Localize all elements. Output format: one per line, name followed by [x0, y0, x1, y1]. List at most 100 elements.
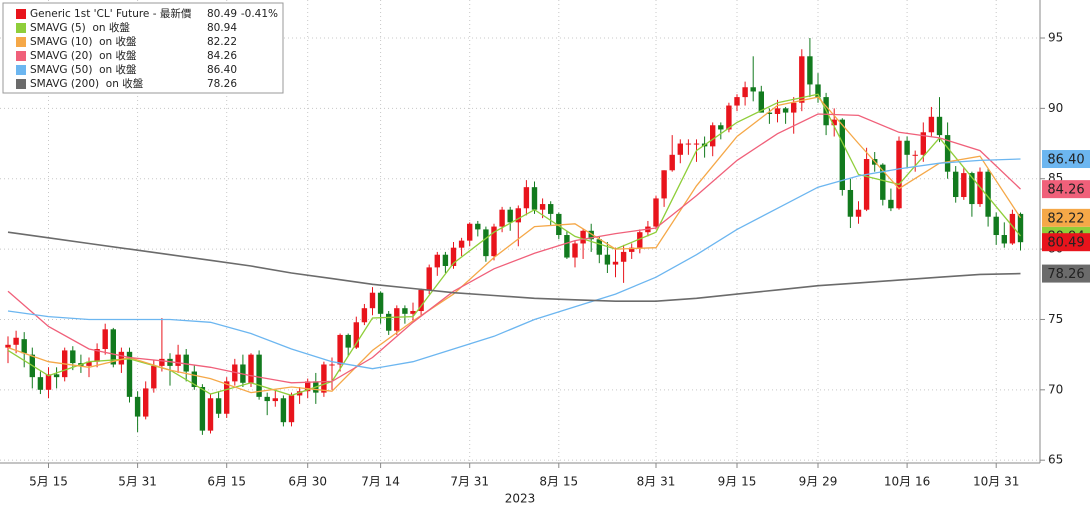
- candle-body: [434, 254, 440, 268]
- candle-body: [143, 388, 149, 417]
- candle-body: [515, 208, 521, 223]
- candle-body: [86, 361, 92, 366]
- candle-body: [256, 354, 262, 397]
- candle-body: [693, 143, 700, 145]
- candle-body: [604, 254, 611, 265]
- candle-body: [37, 377, 44, 390]
- value-box: [1042, 233, 1090, 252]
- legend-swatch: [16, 65, 26, 75]
- candle-body: [70, 350, 76, 364]
- year-label: 2023: [505, 492, 536, 506]
- candle-body: [1017, 213, 1024, 243]
- candle-body: [183, 354, 189, 372]
- candle-body: [588, 230, 594, 240]
- candle-body: [305, 381, 311, 392]
- legend-box: [2, 2, 284, 94]
- candle-body: [13, 337, 19, 345]
- candle-body: [774, 108, 781, 114]
- candle-body: [483, 229, 489, 257]
- candle-body: [134, 396, 141, 417]
- legend-value: 82.22: [207, 36, 237, 48]
- candle-body: [458, 240, 465, 248]
- candle-body: [831, 119, 837, 126]
- candle-body: [199, 387, 206, 431]
- candle-body: [5, 344, 11, 348]
- candle-body: [102, 329, 108, 350]
- candle-body: [734, 97, 740, 106]
- candle-body: [272, 398, 278, 402]
- x-tick-label: 7月 31: [450, 475, 489, 489]
- candle-body: [450, 247, 457, 266]
- candle-body: [215, 398, 222, 414]
- candle-body: [394, 308, 400, 331]
- candle-body: [369, 292, 376, 309]
- x-tick-label: 6月 15: [207, 475, 246, 489]
- x-tick-label: 10月 16: [884, 475, 930, 489]
- candle-body: [807, 56, 813, 85]
- candle-body: [685, 143, 692, 145]
- candle-body: [191, 371, 197, 388]
- x-tick-label: 8月 31: [637, 475, 676, 489]
- legend: Generic 1st 'CL' Future - 最新價 80.49 -0.41%…: [2, 2, 284, 94]
- candle-body: [928, 116, 935, 133]
- legend-change: -0.41%: [241, 8, 278, 20]
- value-box: [1042, 264, 1090, 283]
- legend-swatch: [16, 79, 26, 89]
- y-tick-label: 70: [1048, 382, 1063, 396]
- legend-value: 86.40: [207, 64, 237, 76]
- x-tick-label: 8月 15: [539, 475, 578, 489]
- legend-value: 80.49: [207, 8, 237, 20]
- candle-body: [718, 125, 724, 130]
- candle-body: [377, 292, 384, 314]
- candle-body: [839, 119, 845, 190]
- candle-body: [126, 351, 133, 397]
- candle-body: [110, 329, 116, 365]
- candle-body: [993, 216, 999, 236]
- candle-body: [224, 381, 230, 414]
- candle-body: [750, 87, 756, 92]
- candle-body: [288, 395, 295, 423]
- value-box-label: 84.26: [1047, 183, 1084, 198]
- candle-body: [936, 116, 943, 136]
- y-tick-label: 95: [1048, 30, 1063, 44]
- candle-body: [580, 230, 586, 244]
- candle-body: [969, 173, 975, 205]
- x-tick-label: 6月 30: [288, 475, 327, 489]
- candle-body: [880, 164, 886, 200]
- value-box: [1042, 180, 1090, 199]
- candle-body: [847, 189, 854, 217]
- candle-body: [742, 87, 748, 98]
- candle-body: [329, 364, 335, 366]
- candle-body: [791, 102, 797, 113]
- y-tick-label: 65: [1048, 453, 1063, 467]
- candle-body: [564, 235, 570, 258]
- candle-body: [248, 354, 254, 383]
- candle-body: [758, 91, 764, 113]
- candle-body: [896, 140, 902, 209]
- legend-label: SMAVG (50) on 收盤: [30, 63, 137, 76]
- candle-body: [167, 358, 173, 366]
- value-box-label: 78.26: [1047, 267, 1084, 282]
- x-tick-label: 9月 15: [718, 475, 757, 489]
- candle-body: [386, 313, 392, 331]
- candle-body: [953, 171, 959, 198]
- ma-line: [7, 231, 1021, 302]
- candle-body: [904, 140, 910, 155]
- candle-body: [94, 349, 100, 362]
- y-tick-label: 75: [1048, 312, 1063, 326]
- candle-body: [151, 365, 157, 389]
- value-box: [1042, 150, 1090, 169]
- candle-body: [418, 289, 424, 312]
- candle-body: [799, 56, 805, 103]
- candle-body: [815, 84, 821, 98]
- candle-body: [548, 204, 554, 214]
- candle-body: [961, 173, 967, 198]
- candle-body: [653, 198, 659, 227]
- legend-swatch: [16, 23, 26, 33]
- candle-body: [1001, 235, 1007, 244]
- candle-body: [467, 223, 473, 241]
- legend-label: SMAVG (200) on 收盤: [30, 77, 144, 90]
- candle-body: [855, 209, 862, 217]
- candle-body: [677, 143, 683, 155]
